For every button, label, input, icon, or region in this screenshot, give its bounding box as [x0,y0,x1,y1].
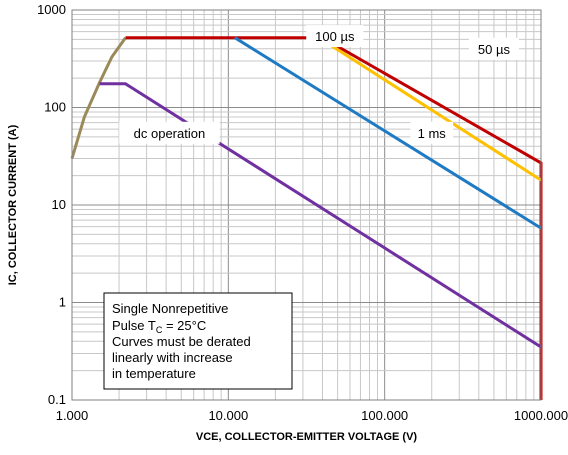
note-subscript: C [156,325,163,335]
note-line-5: in temperature [112,366,196,381]
y-tick-label: 0.1 [48,392,66,407]
series-line-5 [99,82,542,349]
x-tick-label: 1.000 [56,408,89,423]
annotation-label: 50 µs [478,42,511,57]
note-line-3: Curves must be derated [112,334,251,349]
annotation-label: 1 ms [418,126,447,141]
series-line-3 [318,36,542,182]
series-line-1 [70,36,127,159]
y-tick-label: 10 [52,197,66,212]
annotation-bg [119,121,220,144]
x-tick-label: 10.000 [208,408,248,423]
y-axis-title: IC, COLLECTOR CURRENT (A) [7,124,19,285]
note-line-4: linearly with increase [112,350,233,365]
y-tick-label: 1000 [37,2,66,17]
plot-frame [71,9,542,401]
annotation-bg [468,37,519,60]
x-axis-title: VCE, COLLECTOR-EMITTER VOLTAGE (V) [196,431,418,443]
series-line-4 [234,36,542,230]
note-box: Single Nonrepetitive Pulse TC = 25°C Cur… [103,292,293,390]
annotation-bg [410,121,454,144]
note-line-1: Single Nonrepetitive [112,301,228,316]
y-tick-label: 1 [59,295,66,310]
x-tick-label: 1000.000 [514,408,568,423]
y-tick-label: 100 [44,100,66,115]
annotation-bg [306,25,364,48]
note-line-2: Pulse TC = 25°C [112,318,206,335]
x-tick-label: 100.000 [361,408,408,423]
annotation-label: 100 µs [315,29,355,44]
annotation-label: dc operation [134,126,206,141]
